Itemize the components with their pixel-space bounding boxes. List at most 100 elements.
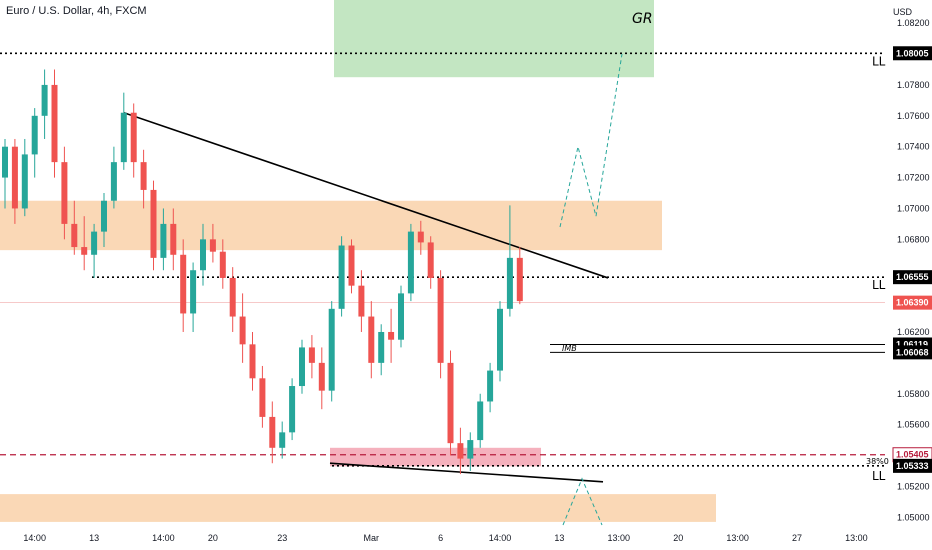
candle: [467, 432, 474, 471]
candle-body: [91, 231, 98, 255]
x-tick-label: 20: [208, 533, 218, 543]
candle-body: [200, 239, 206, 271]
candle-body: [407, 231, 414, 294]
candle: [368, 301, 375, 379]
candle: [516, 247, 523, 305]
candle-body: [477, 401, 484, 441]
candle-body: [516, 257, 523, 302]
price-tag-label: 1.06390: [896, 298, 929, 308]
candle: [219, 239, 226, 289]
candle: [101, 193, 107, 248]
candle-body: [219, 251, 226, 278]
candle: [170, 208, 177, 271]
candle-body: [308, 347, 315, 363]
zone-demand: [330, 447, 541, 467]
candle-body: [160, 223, 167, 258]
candle: [437, 270, 444, 379]
x-tick-label: 14:00: [152, 533, 175, 543]
x-tick-label: 13:00: [726, 533, 749, 543]
candle-body: [120, 112, 127, 163]
candle: [457, 427, 464, 475]
y-tick-label: 1.07000: [897, 203, 930, 213]
price-tag: [893, 345, 932, 360]
ll-label: LL: [872, 469, 886, 483]
candle-body: [31, 115, 38, 155]
candle: [110, 146, 117, 209]
candle: [378, 324, 385, 376]
imb-label: IMB: [562, 344, 577, 353]
candle: [497, 301, 503, 382]
candle-body: [81, 247, 88, 255]
y-tick-label: 1.06800: [897, 234, 930, 244]
candle: [31, 108, 38, 178]
candle-body: [229, 277, 236, 317]
price-tag: [893, 295, 932, 310]
candle-body: [101, 200, 107, 232]
price-tag-label: 1.05405: [896, 450, 929, 460]
candle-body: [437, 277, 444, 363]
x-tick-label: 20: [673, 533, 683, 543]
candle-body: [299, 347, 305, 387]
candle: [140, 149, 147, 209]
fib-label: 38%0: [866, 457, 889, 466]
candle: [388, 308, 395, 363]
candle: [328, 301, 335, 402]
candle: [249, 331, 256, 391]
candle: [477, 393, 484, 448]
candle: [259, 365, 266, 428]
candle: [41, 69, 48, 139]
y-tick-label: 1.08200: [897, 18, 930, 28]
candle: [407, 223, 414, 302]
candle: [2, 138, 8, 209]
ll-label: LL: [872, 54, 886, 68]
candle-body: [447, 362, 454, 444]
candle-body: [41, 84, 48, 116]
candle-body: [259, 378, 266, 417]
candle: [299, 339, 305, 394]
candle-body: [209, 239, 216, 252]
candles-layer: [2, 69, 523, 475]
candle: [269, 401, 276, 464]
candle-body: [506, 257, 513, 309]
candle-body: [358, 285, 365, 317]
candle-body: [467, 440, 474, 459]
candle: [308, 335, 315, 379]
candle: [506, 205, 513, 317]
candle-body: [11, 146, 18, 209]
candle: [398, 285, 404, 348]
descending-trendline: [123, 111, 609, 279]
candle-body: [140, 162, 147, 190]
x-tick-label: 14:00: [23, 533, 46, 543]
candle: [180, 239, 187, 332]
y-tick-label: 1.05800: [897, 389, 930, 399]
candle-body: [427, 242, 434, 278]
projected-path-lower: [562, 477, 603, 526]
candle-body: [190, 270, 197, 314]
candle-body: [348, 245, 355, 286]
candle: [487, 362, 494, 413]
candle: [190, 262, 197, 332]
annotations-layer: LL LL LL GR IMB 38%0: [562, 11, 889, 483]
candle-body: [289, 386, 296, 433]
y-tick-label: 1.07600: [897, 111, 930, 121]
lower-trendline: [329, 462, 604, 483]
y-tick-label: 1.07400: [897, 142, 930, 152]
y-tick-label: 1.05600: [897, 420, 930, 430]
x-tick-label: 14:00: [489, 533, 512, 543]
candle-body: [110, 162, 117, 201]
levels-layer: [0, 52, 885, 467]
candle-body: [170, 223, 177, 255]
candle: [417, 220, 424, 255]
y-tick-label: 1.05200: [897, 481, 930, 491]
zones-layer: [0, 0, 716, 522]
candle-body: [150, 189, 157, 258]
candle-body: [71, 223, 78, 248]
candle: [11, 138, 18, 224]
candle-body: [487, 370, 494, 402]
candle: [51, 69, 58, 178]
chart-title: Euro / U.S. Dollar, 4h, FXCM: [6, 5, 147, 17]
candle: [160, 208, 167, 271]
price-tag: [893, 270, 932, 285]
candle-body: [180, 254, 187, 314]
